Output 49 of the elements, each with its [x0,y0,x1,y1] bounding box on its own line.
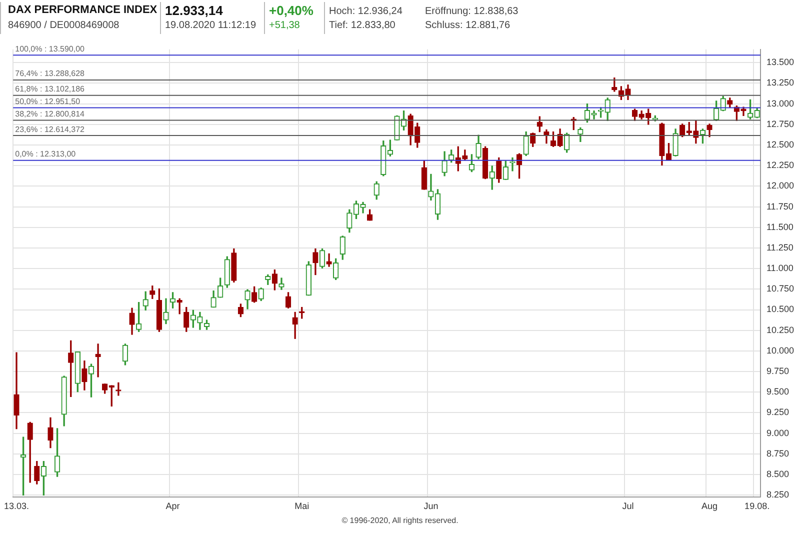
y-tick-label: 13.000 [766,98,794,108]
chart-subtitle: 846900 / DE0008469008 [8,20,120,31]
ref-line-label: 38,2% : 12.800,814 [15,109,86,118]
ref-line-label: 100,0% : 13.590,00 [15,44,86,54]
text: +0,40% [269,3,314,18]
text: Tief: 12.833,80 [329,20,396,31]
text: +51,38 [269,20,300,31]
text: Schluss: 12.881,76 [425,20,510,31]
y-tick-label: 8.500 [766,469,790,480]
candlestick [326,253,332,267]
text: 12.933,14 [165,3,223,18]
y-tick-label: 13.500 [766,57,794,68]
x-tick-label: Apr [166,501,180,512]
y-tick-label: 9.500 [766,386,790,397]
y-tick-label: 11.500 [766,222,794,232]
ref-line-label: 23,6% : 12.614,372 [15,124,86,134]
x-tick-label: Mai [294,501,310,512]
y-tick-label: 8.250 [766,490,790,500]
y-tick-label: 13.250 [766,78,794,88]
y-tick-label: 8.750 [766,448,790,458]
text: Hoch: 12.936,24 [329,6,402,17]
ref-line-label: 0,0% : 12.313,00 [15,150,76,159]
y-tick-label: 10.000 [766,345,794,356]
y-tick-label: 11.250 [766,242,794,252]
y-tick-label: 9.750 [766,366,790,376]
y-tick-label: 11.750 [766,201,794,212]
x-tick-label: Jun [424,501,438,512]
y-tick-label: 10.750 [766,284,794,294]
x-tick-label: Jul [622,501,634,512]
y-tick-label: 12.250 [766,160,794,170]
candlestick [95,344,101,378]
y-tick-label: 11.000 [766,263,794,274]
text: © 1996-2020, All rights reserved. [340,516,460,525]
text: Eröffnung: 12.838,63 [425,6,518,17]
y-tick-label: 10.500 [766,304,794,314]
y-tick-label: 9.000 [766,428,790,438]
y-tick-label: 12.500 [766,139,794,150]
ref-line-label: 76,4% : 13.288,628 [15,69,86,78]
ref-line-label: 61,8% : 13.102,186 [15,84,86,94]
y-tick-label: 12.750 [766,118,794,129]
chart-title: DAX PERFORMANCE INDEX [8,4,158,16]
x-tick-label: 19.08. [744,501,770,512]
x-tick-label: 13.03. [4,501,30,512]
text: 19.08.2020 11:12:19 [165,20,256,31]
x-tick-label: Aug [702,501,718,512]
ref-line-label: 50,0% : 12.951,50 [15,96,81,106]
y-tick-label: 10.250 [766,324,794,335]
y-tick-label: 12.000 [766,180,794,191]
y-tick-label: 9.250 [766,407,790,418]
